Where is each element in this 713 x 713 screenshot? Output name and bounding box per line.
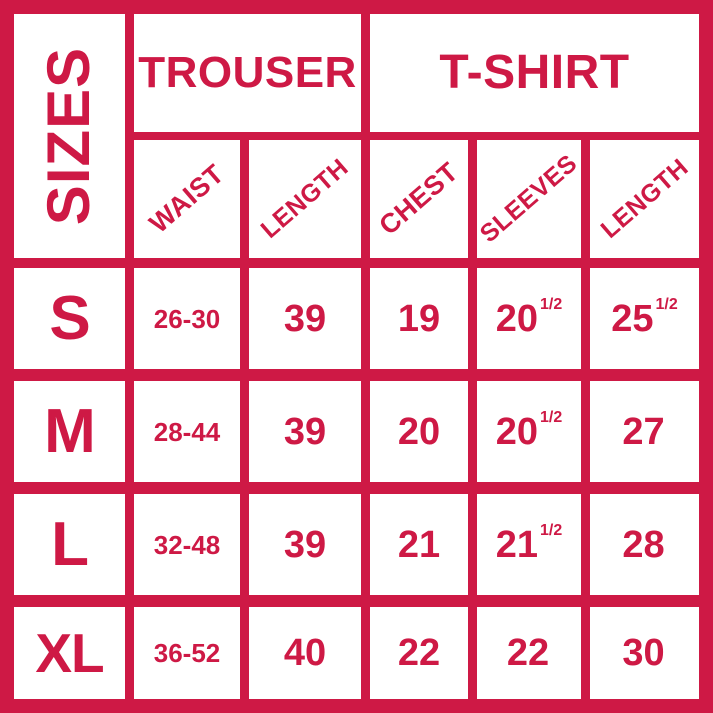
cell-value: 39 [283, 523, 327, 566]
cell-value: 21 [495, 523, 539, 566]
cell-fraction: 1/2 [540, 521, 563, 539]
cell-value: 21 [397, 523, 441, 566]
cell-sleeves: 21 1/2 [477, 494, 581, 595]
column-header-sleeves-label: SLEEVES [477, 149, 581, 249]
cell-value: 30 [622, 632, 665, 674]
cell-value: 20 [397, 410, 441, 453]
column-header-trouser-length: LENGTH [249, 140, 361, 258]
cell-tshirt-length: 28 [590, 494, 699, 595]
cell-fraction: 1/2 [540, 295, 563, 313]
cell-value: 27 [622, 410, 665, 453]
cell-value-group: 20 1/2 [495, 295, 563, 340]
cell-value: 20 [495, 297, 539, 340]
column-header-waist: WAIST [134, 140, 240, 258]
corner-header-label: SIZES [35, 46, 103, 226]
cell-trouser-length: 39 [249, 381, 361, 482]
cell-waist: 32-48 [134, 494, 240, 595]
cell-trouser-length: 39 [249, 494, 361, 595]
column-header-chest: CHEST [370, 140, 468, 258]
cell-fraction: 1/2 [655, 295, 678, 313]
cell-value: 20 [495, 410, 539, 453]
cell-value-group: 30 [622, 634, 666, 672]
cell-value-group: 28 [622, 526, 666, 564]
group-header-tshirt-label: T-SHIRT [439, 46, 630, 99]
cell-value: 26-30 [153, 303, 221, 334]
cell-value-group: 27 [622, 413, 666, 451]
table-row-size-label: XL [14, 607, 125, 699]
cell-value: 25 [611, 297, 654, 340]
column-header-chest-label: CHEST [373, 156, 464, 241]
size-label: L [51, 509, 89, 579]
column-header-waist-label: WAIST [143, 158, 230, 239]
table-row-size-label: S [14, 268, 125, 369]
cell-value: 32-48 [153, 529, 221, 560]
group-header-trouser: TROUSER [134, 14, 361, 132]
cell-waist: 36-52 [134, 607, 240, 699]
cell-value-group: 20 1/2 [495, 408, 563, 453]
cell-value: 22 [506, 632, 550, 674]
cell-value-group: 21 1/2 [495, 521, 563, 566]
cell-value: 39 [283, 410, 327, 453]
cell-value: 36-52 [153, 638, 221, 668]
table-row-size-label: M [14, 381, 125, 482]
cell-value: 28-44 [153, 416, 221, 447]
cell-value-group: 22 [507, 634, 551, 672]
size-label: XL [35, 621, 104, 684]
cell-value: 28 [622, 523, 665, 566]
column-header-trouser-length-label: LENGTH [255, 153, 354, 244]
cell-waist: 28-44 [134, 381, 240, 482]
column-header-tshirt-length: LENGTH [590, 140, 699, 258]
cell-tshirt-length: 30 [590, 607, 699, 699]
cell-value: 39 [283, 297, 327, 340]
cell-waist: 26-30 [134, 268, 240, 369]
size-label: S [49, 283, 90, 353]
corner-header-sizes: SIZES [14, 14, 125, 258]
cell-chest: 20 [370, 381, 468, 482]
cell-tshirt-length: 25 1/2 [590, 268, 699, 369]
cell-fraction: 1/2 [540, 408, 563, 426]
column-header-sleeves: SLEEVES [477, 140, 581, 258]
group-header-trouser-label: TROUSER [138, 48, 357, 97]
size-label: M [44, 396, 96, 466]
table-row-size-label: L [14, 494, 125, 595]
cell-sleeves: 20 1/2 [477, 381, 581, 482]
cell-trouser-length: 39 [249, 268, 361, 369]
cell-chest: 21 [370, 494, 468, 595]
cell-sleeves: 20 1/2 [477, 268, 581, 369]
cell-value: 19 [397, 297, 441, 340]
cell-trouser-length: 40 [249, 607, 361, 699]
group-header-tshirt: T-SHIRT [370, 14, 699, 132]
cell-chest: 19 [370, 268, 468, 369]
cell-sleeves: 22 [477, 607, 581, 699]
column-header-tshirt-length-label: LENGTH [595, 153, 694, 244]
cell-value: 22 [397, 632, 441, 674]
cell-value: 40 [283, 632, 327, 674]
cell-value-group: 25 1/2 [611, 295, 678, 340]
cell-tshirt-length: 27 [590, 381, 699, 482]
cell-chest: 22 [370, 607, 468, 699]
